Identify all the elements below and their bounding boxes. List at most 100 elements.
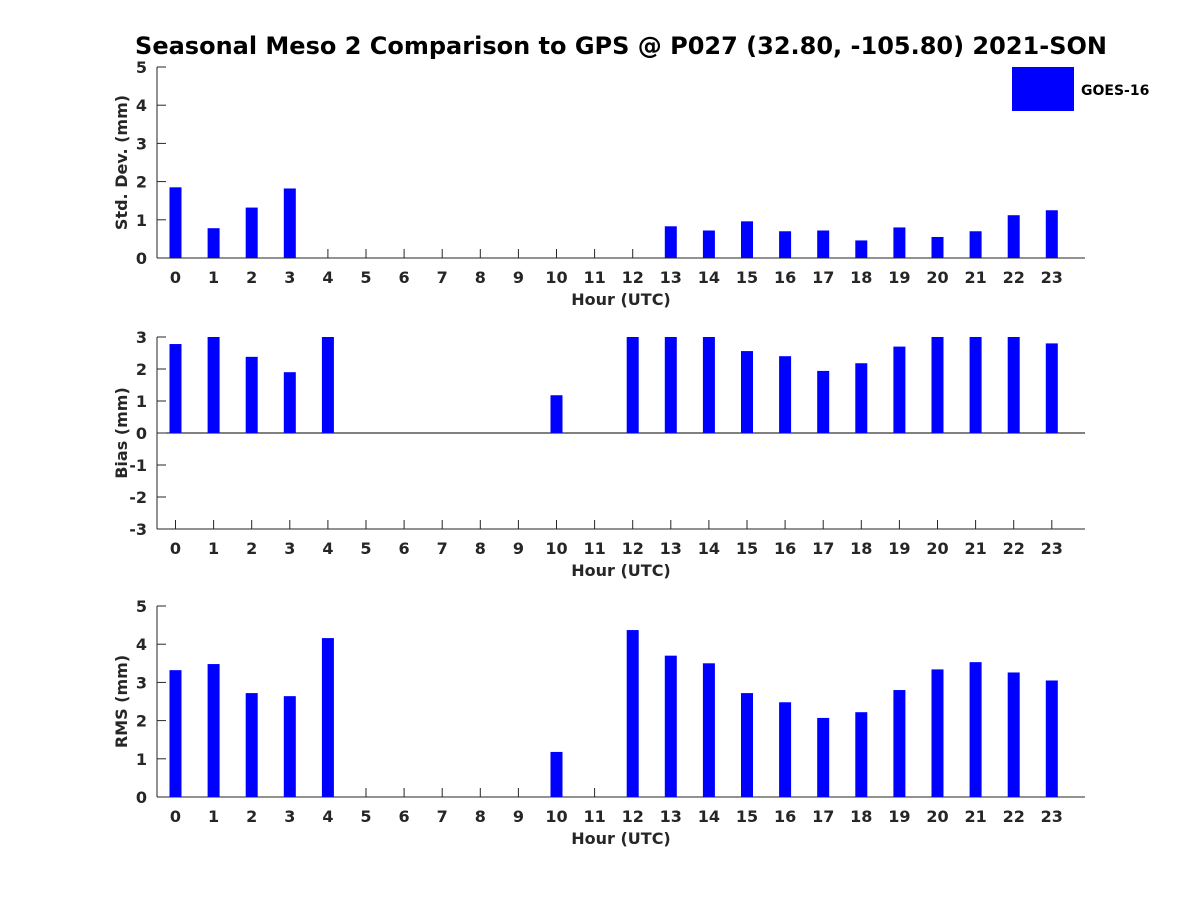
bias-x-tick-label: 8	[475, 539, 486, 558]
rms-x-tick-label: 4	[322, 807, 333, 826]
rms-x-tick-label: 23	[1041, 807, 1063, 826]
std-dev-x-axis-label: Hour (UTC)	[571, 290, 671, 309]
rms-bar-hour-10	[550, 751, 563, 797]
bias-bar-hour-12	[626, 337, 639, 433]
rms-x-tick-label: 22	[1003, 807, 1025, 826]
bias-y-tick-label: 1	[136, 392, 147, 411]
std-dev-bar-hour-13	[664, 226, 677, 258]
rms-x-tick-label: 12	[622, 807, 644, 826]
rms-x-tick-label: 13	[660, 807, 682, 826]
bias-y-axis-label: Bias (mm)	[112, 387, 131, 479]
rms-y-tick-label: 5	[136, 597, 147, 616]
figure-title: Seasonal Meso 2 Comparison to GPS @ P027…	[135, 32, 1107, 60]
bias-x-tick-label: 7	[437, 539, 448, 558]
bias-bar-hour-1	[207, 337, 220, 433]
bias-x-tick-label: 14	[698, 539, 720, 558]
std-dev-y-tick-label: 1	[136, 211, 147, 230]
std-dev-x-tick-label: 21	[964, 268, 986, 287]
bias-y-tick-label: 0	[136, 424, 147, 443]
rms-x-tick-label: 5	[360, 807, 371, 826]
bias-y-tick-label: -2	[129, 488, 147, 507]
rms-bar-hour-17	[817, 717, 830, 797]
rms-bar-hour-12	[626, 630, 639, 797]
bias-bar-hour-3	[283, 372, 296, 433]
bias-x-tick-label: 0	[170, 539, 181, 558]
std-dev-bar-hour-1	[207, 228, 220, 258]
rms-bar-hour-18	[855, 712, 868, 797]
std-dev-bar-hour-23	[1045, 210, 1058, 258]
legend-label: GOES-16	[1081, 83, 1149, 99]
rms-x-tick-label: 1	[208, 807, 219, 826]
std-dev-x-tick-label: 7	[437, 268, 448, 287]
std-dev-bar-hour-22	[1007, 215, 1020, 258]
bias-x-tick-label: 11	[583, 539, 605, 558]
rms-y-axis-label: RMS (mm)	[112, 655, 131, 748]
bias-bar-hour-13	[664, 337, 677, 433]
std-dev-x-tick-label: 13	[660, 268, 682, 287]
bias-x-tick-label: 1	[208, 539, 219, 558]
std-dev-x-tick-label: 1	[208, 268, 219, 287]
rms-bar-hour-16	[779, 702, 792, 797]
std-dev-y-tick-label: 3	[136, 134, 147, 153]
bias-bar-hour-17	[817, 370, 830, 433]
rms-bar-hour-21	[969, 662, 982, 797]
bias-y-tick-label: -1	[129, 456, 147, 475]
rms-x-tick-label: 14	[698, 807, 720, 826]
rms-x-tick-label: 20	[926, 807, 948, 826]
bias-x-tick-label: 6	[399, 539, 410, 558]
std-dev-x-tick-label: 16	[774, 268, 796, 287]
rms-x-tick-label: 11	[583, 807, 605, 826]
std-dev-x-tick-label: 20	[926, 268, 948, 287]
rms-bar-hour-23	[1045, 680, 1058, 797]
std-dev-x-tick-label: 23	[1041, 268, 1063, 287]
bias-bar-hour-21	[969, 337, 982, 433]
rms-x-tick-label: 3	[284, 807, 295, 826]
std-dev-bar-hour-19	[893, 227, 906, 258]
bias-y-tick-label: -3	[129, 520, 147, 539]
rms-x-tick-label: 18	[850, 807, 872, 826]
std-dev-x-tick-label: 4	[322, 268, 333, 287]
rms-bar-hour-2	[245, 693, 258, 797]
bias-bar-hour-15	[741, 351, 753, 433]
legend: GOES-16	[1012, 67, 1149, 111]
bias-x-tick-label: 2	[246, 539, 257, 558]
bias-x-tick-label: 13	[660, 539, 682, 558]
std-dev-x-tick-label: 19	[888, 268, 910, 287]
std-dev-bar-hour-16	[779, 231, 792, 258]
std-dev-x-tick-label: 6	[399, 268, 410, 287]
bias-bar-hour-22	[1007, 337, 1020, 433]
bias-bar-hour-4	[321, 337, 334, 433]
bias-x-tick-label: 4	[322, 539, 333, 558]
rms-bar-hour-14	[702, 663, 715, 797]
std-dev-x-tick-label: 12	[622, 268, 644, 287]
std-dev-x-tick-label: 15	[736, 268, 758, 287]
rms-x-tick-label: 8	[475, 807, 486, 826]
rms-y-tick-label: 0	[136, 788, 147, 807]
rms-bar-hour-1	[207, 664, 220, 797]
rms-bar-hour-4	[321, 638, 334, 797]
bias-y-tick-label: 2	[136, 360, 147, 379]
std-dev-x-tick-label: 8	[475, 268, 486, 287]
rms-y-tick-label: 4	[136, 635, 147, 654]
rms-x-tick-label: 7	[437, 807, 448, 826]
bias-x-tick-label: 3	[284, 539, 295, 558]
bias-x-tick-label: 22	[1003, 539, 1025, 558]
rms-x-tick-label: 2	[246, 807, 257, 826]
bias-bar-hour-10	[550, 395, 563, 433]
bias-x-tick-label: 10	[545, 539, 567, 558]
rms-x-tick-label: 6	[399, 807, 410, 826]
std-dev-bar-hour-3	[283, 188, 296, 258]
rms-y-tick-label: 1	[136, 750, 147, 769]
std-dev-x-tick-label: 10	[545, 268, 567, 287]
rms-x-axis-label: Hour (UTC)	[571, 829, 671, 848]
std-dev-bar-hour-18	[855, 240, 868, 258]
bias-bar-hour-14	[702, 337, 715, 433]
std-dev-bar-hour-14	[702, 230, 715, 258]
bias-x-tick-label: 15	[736, 539, 758, 558]
std-dev-x-tick-label: 3	[284, 268, 295, 287]
rms-y-tick-label: 2	[136, 712, 147, 731]
std-dev-x-tick-label: 9	[513, 268, 524, 287]
